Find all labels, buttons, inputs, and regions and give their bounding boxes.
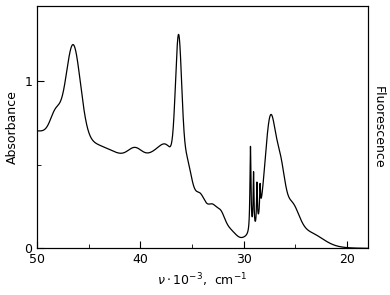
Y-axis label: Fluorescence: Fluorescence xyxy=(371,86,385,168)
Y-axis label: Absorbance: Absorbance xyxy=(5,90,19,164)
X-axis label: $\nu \cdot 10^{-3}$,  cm$^{-1}$: $\nu \cdot 10^{-3}$, cm$^{-1}$ xyxy=(157,272,248,289)
